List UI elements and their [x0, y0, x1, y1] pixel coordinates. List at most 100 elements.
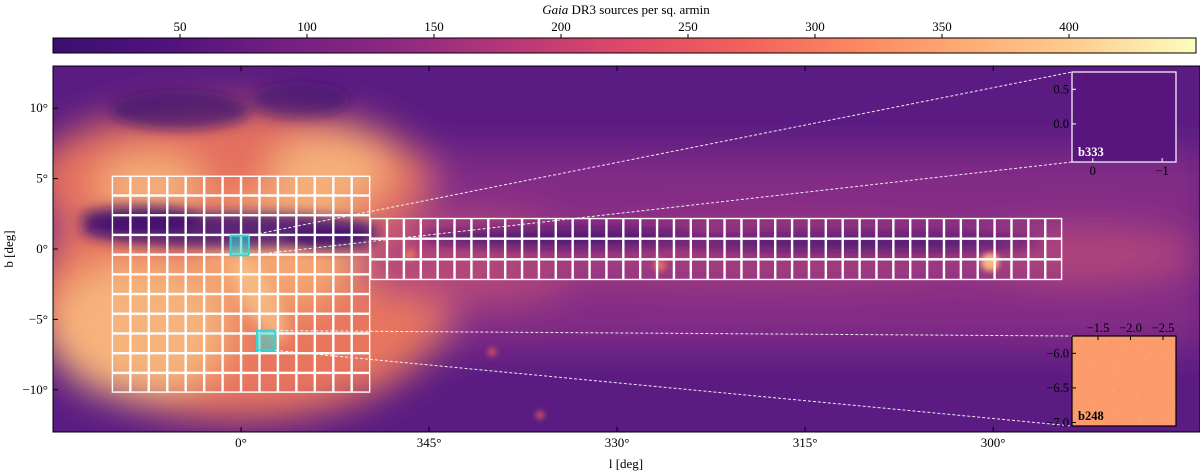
inset-texture-dot [1131, 83, 1135, 87]
inset-texture-dot [1129, 105, 1133, 109]
inset-texture-dot [1119, 103, 1123, 107]
bulge-field [111, 313, 131, 334]
disk-field [555, 238, 573, 260]
colorbar-title: Gaia DR3 sources per sq. armin [542, 2, 710, 17]
bulge-field [351, 254, 371, 275]
disk-field [673, 259, 692, 281]
bulge-field [277, 274, 297, 295]
inset-texture-dot [1168, 400, 1172, 404]
disk-field [488, 238, 506, 260]
highlighted-fields [229, 234, 277, 352]
disk-field [538, 259, 556, 281]
inset-y-tick-label: −6.5 [1046, 381, 1069, 395]
inset-texture-dot [1084, 118, 1088, 122]
disk-field [403, 217, 421, 239]
bulge-field [351, 215, 371, 236]
bulge-field [296, 175, 316, 196]
disk-field [724, 238, 742, 260]
inset-texture-dot [1080, 336, 1084, 340]
bulge-field [314, 372, 334, 393]
disk-field [488, 259, 506, 281]
inset-texture-dot [1099, 385, 1103, 389]
inset-texture-dot [1121, 81, 1125, 85]
x-tick-label: 300° [981, 435, 1006, 450]
disk-field [504, 238, 523, 260]
inset-b248: b248 −1.5 −2.0 −2.5 −6.0 −6.5 −7.0 [1046, 321, 1177, 430]
bulge-field [222, 215, 242, 236]
bulge-field [148, 234, 168, 255]
inset-texture-dot [1140, 130, 1144, 134]
inset-texture-dot [1087, 405, 1091, 409]
inset-texture-dot [1135, 129, 1139, 133]
bulge-field [130, 372, 150, 393]
inset-texture-dot [1142, 372, 1146, 376]
bulge-field [277, 254, 297, 275]
bulge-field [111, 372, 131, 393]
inset-texture-dot [1077, 139, 1081, 143]
bulge-field [259, 215, 279, 236]
disk-field [623, 259, 641, 281]
inset-texture-dot [1077, 403, 1081, 407]
connector-line [275, 349, 1073, 427]
bulge-field [130, 352, 150, 374]
inset-y-tick-label: 0.5 [1053, 82, 1069, 96]
disk-field [572, 238, 590, 260]
inset-texture-dot [1156, 420, 1160, 424]
disk-field [741, 217, 759, 239]
disk-field [758, 259, 776, 281]
bulge-field [130, 195, 150, 216]
disk-field [960, 217, 978, 239]
inset-texture-dot [1159, 353, 1163, 357]
inset-texture-dot [1128, 150, 1132, 154]
bulge-field [296, 274, 316, 295]
bulge-field [222, 372, 242, 393]
disk-field [707, 238, 725, 260]
inset-texture-dot [1131, 347, 1135, 351]
inset-texture-dot [1099, 121, 1103, 125]
bulge-field [277, 195, 297, 216]
inset-texture-dot [1149, 87, 1153, 91]
density-map: 0° 345° 330° 315° 300° 10° 5° 0° −5° −10° l [deg]… [1, 65, 1200, 471]
bulge-field [333, 234, 352, 255]
disk-field [876, 217, 894, 239]
bulge-field [222, 352, 242, 374]
inset-texture-dot [1144, 350, 1148, 354]
inset-x-tick-label: −2.5 [1152, 321, 1175, 335]
disk-field [420, 217, 438, 239]
bulge-field [351, 175, 371, 196]
inset-x-tick-label: 0 [1090, 164, 1096, 178]
disk-field [572, 217, 590, 239]
disk-field [960, 238, 978, 260]
bulge-field [148, 293, 168, 314]
disk-field [825, 238, 843, 260]
bulge-field [277, 175, 297, 196]
bulge-field [203, 313, 223, 334]
inset-x-tick-label: −1.5 [1087, 321, 1110, 335]
inset-texture-dot [1085, 337, 1089, 341]
bulge-field [259, 234, 279, 255]
disk-field [943, 238, 962, 260]
bulge-field [222, 333, 242, 354]
x-tick-label: 330° [605, 435, 630, 450]
bulge-field [130, 175, 150, 196]
bulge-field [167, 215, 186, 236]
inset-texture-dot [1080, 72, 1084, 76]
bulge-field [351, 234, 371, 255]
y-tick-label: −5° [29, 311, 48, 326]
y-tick-label: 5° [36, 171, 48, 186]
disk-field [589, 259, 607, 281]
bulge-field [314, 274, 334, 295]
bulge-field [351, 195, 371, 216]
disk-field [656, 217, 675, 239]
inset-texture-dot [1082, 140, 1086, 144]
disk-field [386, 217, 405, 239]
disk-field [943, 259, 962, 281]
y-tick-label: 0° [36, 241, 48, 256]
inset-y-tick-label: −7.0 [1046, 416, 1069, 430]
bulge-field [314, 313, 334, 334]
disk-field [437, 217, 455, 239]
disk-field [538, 238, 556, 260]
disk-field [437, 238, 455, 260]
bulge-field [314, 254, 334, 275]
bulge-field [167, 293, 186, 314]
